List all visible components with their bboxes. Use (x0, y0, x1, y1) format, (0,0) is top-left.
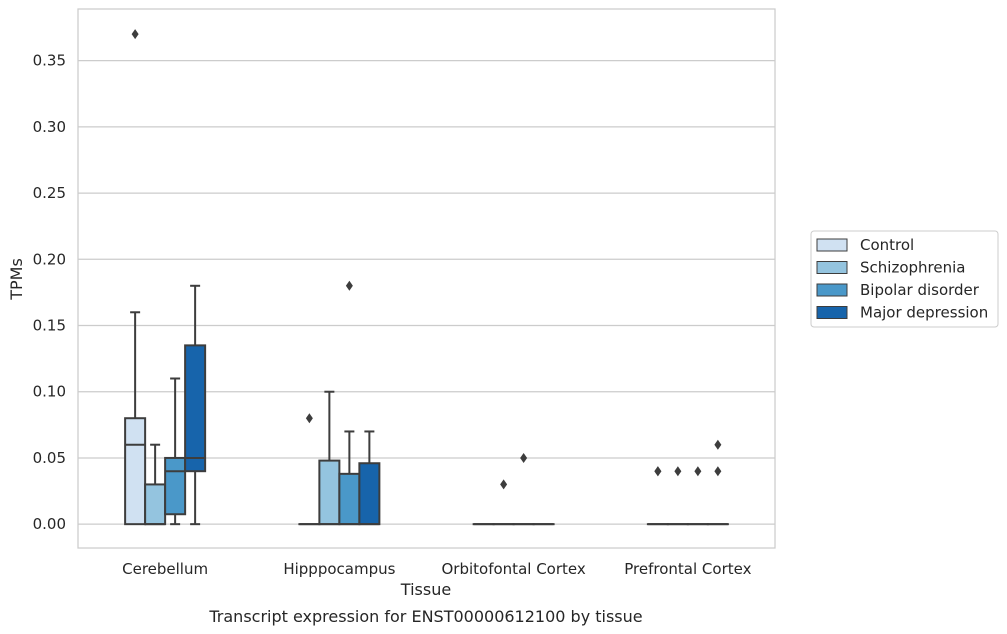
box-control (646, 466, 669, 526)
x-axis-label: Tissue (400, 580, 451, 599)
legend-frame (810, 230, 999, 328)
box-bipolar-disorder (686, 466, 709, 526)
box-major-depression (706, 439, 729, 526)
box-schizophrenia (666, 466, 689, 526)
outlier-point (654, 466, 662, 477)
legend-swatch (816, 261, 848, 274)
box-schizophrenia (492, 479, 515, 526)
box-bipolar-disorder (512, 452, 535, 526)
outlier-point (520, 452, 528, 463)
y-tick-label: 0.20 (33, 250, 66, 268)
chart-caption: Transcript expression for ENST0000061210… (208, 607, 642, 626)
outlier-point (674, 466, 682, 477)
x-tick-label: Cerebellum (122, 560, 208, 578)
x-tick-label: Prefrontal Cortex (624, 560, 751, 578)
legend-label: Major depression (860, 304, 988, 322)
box-major-depression (184, 284, 207, 526)
box-major-depression (358, 430, 381, 526)
legend-swatch (816, 238, 848, 252)
legend-label: Schizophrenia (860, 259, 965, 277)
box-body (144, 483, 167, 526)
outlier-point (500, 479, 508, 490)
legend-label: Bipolar disorder (860, 281, 980, 299)
outlier-point (714, 439, 722, 450)
outlier-point (305, 413, 313, 424)
legend-swatch (816, 283, 848, 297)
legend-swatch (816, 306, 848, 319)
outlier-point (694, 466, 702, 477)
y-tick-label: 0.15 (33, 317, 66, 335)
box-body (164, 456, 187, 516)
x-tick-label: Hipppocampus (283, 560, 395, 578)
x-tick-labels: Cerebellum Hipppocampus Orbitofontal Corte… (122, 560, 751, 578)
y-tick-label: 0.05 (33, 449, 66, 467)
legend-label: Control (860, 236, 914, 254)
y-tick-label: 0.10 (33, 383, 66, 401)
outlier-point (345, 280, 353, 291)
box-control (298, 413, 321, 526)
box-bipolar-disorder (164, 377, 187, 526)
y-axis-label: TPMs (7, 258, 26, 301)
x-tick-label: Orbitofontal Cortex (442, 560, 586, 578)
box-body (184, 344, 207, 473)
y-tick-label: 0.35 (33, 52, 66, 70)
box-body (124, 417, 147, 526)
outlier-point (131, 29, 139, 40)
y-tick-label: 0.25 (33, 184, 66, 202)
y-tick-label: 0.00 (33, 515, 66, 533)
box-bipolar-disorder (338, 280, 361, 526)
box-body (318, 459, 341, 526)
plot-frame (77, 8, 776, 549)
box-body (338, 472, 361, 526)
y-tick-label: 0.30 (33, 118, 66, 136)
box-schizophrenia (318, 390, 341, 526)
y-tick-labels: 0.00 0.05 0.10 0.15 0.20 0.25 0.30 0.35 (33, 52, 66, 534)
boxes (124, 29, 729, 526)
box-schizophrenia (144, 443, 167, 526)
box-body (358, 462, 381, 526)
box-control (124, 29, 147, 526)
outlier-point (714, 466, 722, 477)
legend: Control Schizophrenia Bipolar disorder Majo… (810, 230, 999, 328)
gridlines (78, 60, 775, 525)
